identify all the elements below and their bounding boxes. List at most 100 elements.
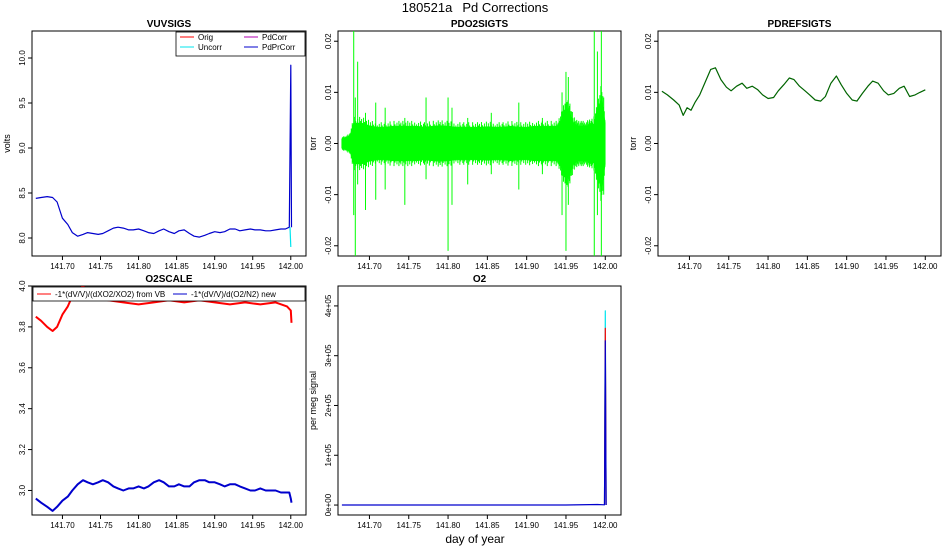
pdo2sigts-xtick-label: 141.80 — [436, 262, 461, 271]
panel-vuvsigs: VUVSIGS 141.70 141.75 141.80 141.85 141.90 141… — [2, 19, 307, 271]
o2scale-xtick-label: 141.80 — [126, 521, 151, 530]
o2-xtick-label: 141.90 — [514, 521, 539, 530]
vuvsigs-legend-label: PdPrCorr — [262, 43, 296, 52]
pdrefsigts-ylabel: torr — [628, 137, 638, 151]
o2-ylabel: per meg signal — [308, 371, 318, 430]
o2scale-xtick-label: 142.00 — [279, 521, 304, 530]
pdrefsigts-title: PDREFSIGTS — [768, 19, 832, 30]
pdo2sigts-ytick-label: 0.00 — [324, 135, 333, 151]
vuvsigs-ytick-label: 10.0 — [18, 50, 27, 66]
pdrefsigts-xtick-label: 141.70 — [677, 262, 702, 271]
o2-xtick-label: 142.00 — [593, 521, 618, 530]
pdrefsigts-series-line — [661, 67, 926, 116]
pdrefsigts-ytick-label: 0.00 — [644, 135, 653, 151]
figure-title: 180521a Pd Corrections — [402, 0, 549, 15]
pdo2sigts-ytick-label: -0.01 — [324, 185, 333, 204]
o2scale-frame — [31, 285, 307, 516]
vuvsigs-xtick-label: 141.85 — [164, 262, 189, 271]
vuvsigs-frame — [31, 30, 307, 257]
vuvsigs-legend-label: Orig — [198, 33, 213, 42]
pdo2sigts-ytick-label: 0.01 — [324, 84, 333, 100]
o2scale-ytick-label: 4.0 — [18, 280, 27, 292]
vuvsigs-series-line — [35, 64, 293, 238]
pdo2sigts-ytick-label: -0.02 — [324, 236, 333, 255]
vuvsigs-plot-area — [35, 64, 293, 248]
panel-o2scale: O2SCALE 141.70 141.75 141.80 141.85 141.90 141… — [18, 274, 307, 530]
o2scale-title: O2SCALE — [145, 274, 193, 285]
vuvsigs-xtick-label: 141.80 — [126, 262, 151, 271]
panel-pdrefsigts: PDREFSIGTS 141.70 141.75 141.80 141.85 141.90… — [628, 19, 942, 271]
figure-xlabel: day of year — [445, 532, 504, 546]
o2scale-xtick-label: 141.85 — [164, 521, 189, 530]
o2-title: O2 — [473, 274, 487, 285]
vuvsigs-ytick-label: 9.0 — [18, 142, 27, 154]
pdrefsigts-xtick-label: 141.75 — [717, 262, 742, 271]
o2-ytick-label: 4e+05 — [324, 294, 333, 317]
vuvsigs-legend-label: PdCorr — [262, 33, 288, 42]
o2-xtick-label: 141.70 — [357, 521, 382, 530]
vuvsigs-xtick-label: 142.00 — [279, 262, 304, 271]
vuvsigs-xtick-label: 141.95 — [240, 262, 265, 271]
pdo2sigts-xtick-label: 141.90 — [514, 262, 539, 271]
pdrefsigts-ytick-label: 0.01 — [644, 84, 653, 100]
vuvsigs-ytick-label: 9.5 — [18, 97, 27, 109]
o2scale-ytick-label: 3.0 — [18, 484, 27, 496]
o2scale-series-line — [35, 479, 293, 512]
pdo2sigts-xtick-label: 141.70 — [357, 262, 382, 271]
o2scale-xtick-label: 141.75 — [88, 521, 113, 530]
vuvsigs-legend-label: Uncorr — [198, 43, 222, 52]
o2scale-legend-label: -1*(dV/V)/d(O2/N2) new — [191, 290, 276, 299]
vuvsigs-title: VUVSIGS — [147, 19, 192, 30]
o2scale-ytick-label: 3.4 — [18, 403, 27, 415]
o2scale-legend — [32, 286, 306, 302]
pdrefsigts-ytick-label: -0.01 — [644, 185, 653, 204]
pdrefsigts-xtick-label: 141.95 — [874, 262, 899, 271]
pdo2sigts-xtick-label: 141.85 — [475, 262, 500, 271]
o2scale-plot-area — [35, 286, 293, 512]
o2-xtick-label: 141.85 — [475, 521, 500, 530]
vuvsigs-series-line — [289, 227, 292, 248]
pdrefsigts-xtick-label: 141.90 — [834, 262, 859, 271]
pdo2sigts-xtick-label: 141.75 — [397, 262, 422, 271]
pdrefsigts-xtick-label: 141.80 — [756, 262, 781, 271]
o2scale-series-line — [35, 286, 293, 332]
pdrefsigts-plot-area — [661, 67, 926, 116]
pdo2sigts-ytick-label: 0.02 — [324, 33, 333, 49]
vuvsigs-xtick-label: 141.90 — [202, 262, 227, 271]
pdo2sigts-xtick-label: 142.00 — [593, 262, 618, 271]
pdrefsigts-ytick-label: 0.02 — [644, 33, 653, 49]
pdrefsigts-frame — [657, 30, 942, 257]
panels: VUVSIGS 141.70 141.75 141.80 141.85 141.90 141… — [2, 19, 942, 530]
o2scale-xtick-label: 141.70 — [50, 521, 75, 530]
vuvsigs-ytick-label: 8.5 — [18, 187, 27, 199]
vuvsigs-ytick-label: 8.0 — [18, 232, 27, 244]
pdrefsigts-xtick-label: 142.00 — [913, 262, 938, 271]
o2scale-ytick-label: 3.6 — [18, 362, 27, 374]
vuvsigs-legend — [175, 31, 306, 57]
vuvsigs-ylabel: volts — [2, 134, 12, 153]
pdo2sigts-plot-area — [341, 31, 606, 256]
panel-o2: O2 141.70 141.75 141.80 141.85 141.90 141.95 14… — [308, 274, 622, 530]
panel-pdo2sigts: PDO2SIGTS 141.70 141.75 141.80 141.85 141.90 1… — [308, 19, 622, 271]
o2-ytick-label: 3e+05 — [324, 344, 333, 367]
o2-ytick-label: 1e+05 — [324, 443, 333, 466]
o2scale-ytick-label: 3.2 — [18, 443, 27, 455]
o2scale-xtick-label: 141.95 — [240, 521, 265, 530]
vuvsigs-xtick-label: 141.70 — [50, 262, 75, 271]
o2scale-xtick-label: 141.90 — [202, 521, 227, 530]
o2-ytick-label: 0e+00 — [324, 493, 333, 516]
o2-xtick-label: 141.80 — [436, 521, 461, 530]
o2-frame — [337, 285, 622, 516]
vuvsigs-xtick-label: 141.75 — [88, 262, 113, 271]
o2-ytick-label: 2e+05 — [324, 394, 333, 417]
pdo2sigts-ylabel: torr — [308, 137, 318, 151]
o2scale-legend-label: -1*(dV/V)/(dXO2/XO2) from VB — [55, 290, 165, 299]
o2-plot-area — [341, 310, 607, 506]
pdo2sigts-xtick-label: 141.95 — [554, 262, 579, 271]
o2-xtick-label: 141.95 — [554, 521, 579, 530]
figure-title-text: Pd Corrections — [462, 0, 548, 15]
o2-series-line — [341, 340, 607, 506]
o2-xtick-label: 141.75 — [397, 521, 422, 530]
pdrefsigts-xtick-label: 141.85 — [795, 262, 820, 271]
